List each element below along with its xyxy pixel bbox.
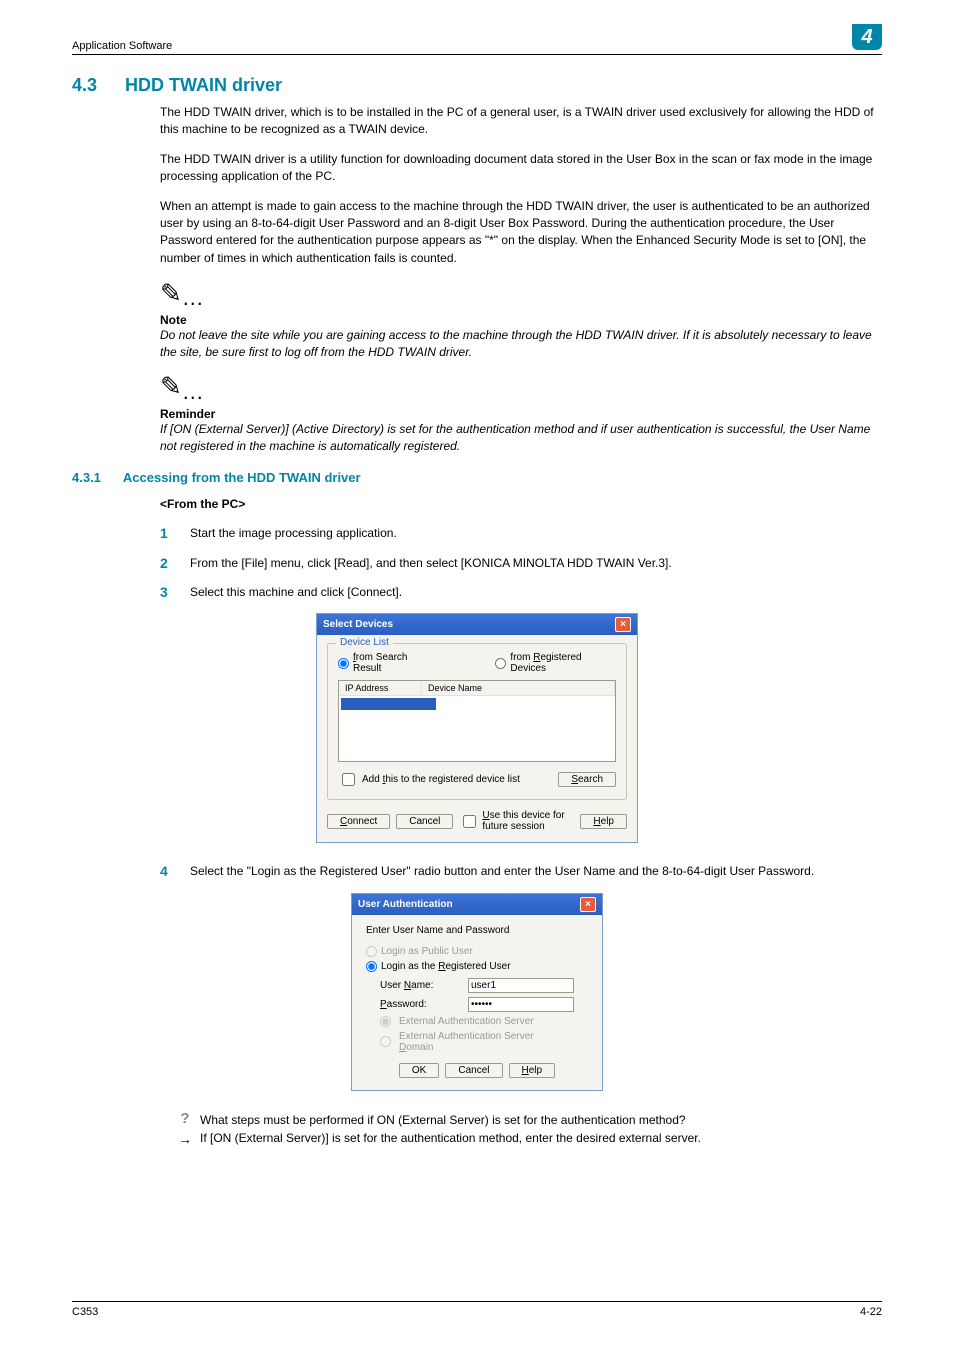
arrow-icon: →: [178, 1129, 192, 1150]
dots-icon: …: [182, 285, 206, 310]
dialog-instruction: Enter User Name and Password: [366, 925, 588, 936]
paragraph-1: The HDD TWAIN driver, which is to be ins…: [160, 104, 882, 139]
note-text: Do not leave the site while you are gain…: [160, 327, 882, 361]
select-devices-dialog: Select Devices × Device List from Search…: [316, 613, 638, 843]
group-label: Device List: [336, 637, 393, 648]
section-heading: 4.3 HDD TWAIN driver: [72, 75, 882, 96]
close-icon[interactable]: ×: [615, 617, 631, 632]
paragraph-2: The HDD TWAIN driver is a utility functi…: [160, 151, 882, 186]
subsection-heading: 4.3.1 Accessing from the HDD TWAIN drive…: [72, 470, 882, 485]
qa-block: ? What steps must be performed if ON (Ex…: [178, 1111, 882, 1150]
ext-server-row: External Authentication Server: [380, 1016, 588, 1027]
question-mark-icon: ?: [178, 1111, 192, 1128]
dots-icon: …: [182, 379, 206, 404]
step-3: 3 Select this machine and click [Connect…: [160, 584, 882, 601]
ok-button[interactable]: OK: [399, 1063, 439, 1078]
step-number: 3: [160, 584, 172, 600]
close-icon[interactable]: ×: [580, 897, 596, 912]
step-text: Select this machine and click [Connect].: [190, 584, 882, 601]
checkbox-input[interactable]: [342, 773, 355, 786]
search-button[interactable]: Search: [558, 772, 616, 787]
radio-input[interactable]: [338, 658, 349, 669]
username-input[interactable]: [468, 978, 574, 993]
device-list[interactable]: IP Address Device Name: [338, 680, 616, 762]
radio-input[interactable]: [366, 961, 377, 972]
ext-domain-label: External Authentication Server Domain: [399, 1031, 539, 1053]
ext-server-label: External Authentication Server: [399, 1016, 539, 1027]
step-text: Select the "Login as the Registered User…: [190, 863, 882, 880]
ext-domain-row: External Authentication Server Domain: [380, 1031, 588, 1053]
column-ip: IP Address: [339, 681, 422, 695]
reminder-block: ✎… Reminder If [ON (External Server)] (A…: [160, 379, 882, 455]
radio-input: [366, 946, 377, 957]
connect-button[interactable]: Connect: [327, 814, 390, 829]
help-button[interactable]: Help: [580, 814, 627, 829]
device-row-selected[interactable]: [341, 698, 436, 710]
step-2: 2 From the [File] menu, click [Read], an…: [160, 555, 882, 572]
password-input[interactable]: [468, 997, 574, 1012]
radio-registered-user[interactable]: Login as the Registered User: [366, 961, 588, 972]
password-label: Password:: [380, 999, 460, 1010]
answer-text: If [ON (External Server)] is set for the…: [200, 1129, 701, 1147]
radio-from-search[interactable]: from Search Result: [338, 652, 435, 674]
footer-right: 4-22: [860, 1306, 882, 1318]
step-number: 1: [160, 525, 172, 541]
section-number: 4.3: [72, 75, 97, 96]
step-number: 2: [160, 555, 172, 571]
help-button[interactable]: Help: [509, 1063, 556, 1078]
radio-input: [380, 1036, 391, 1047]
dialog-titlebar[interactable]: Select Devices ×: [317, 614, 637, 635]
step-4: 4 Select the "Login as the Registered Us…: [160, 863, 882, 880]
radio-input: [380, 1016, 391, 1027]
pencil-icon: ✎: [160, 286, 182, 302]
subsection-title: Accessing from the HDD TWAIN driver: [123, 470, 361, 485]
password-row: Password:: [380, 997, 588, 1012]
step-number: 4: [160, 863, 172, 879]
section-title: HDD TWAIN driver: [125, 75, 282, 96]
subsection-number: 4.3.1: [72, 470, 101, 485]
chapter-badge: 4: [852, 24, 882, 50]
header-section-name: Application Software: [72, 40, 172, 52]
note-label: Note: [160, 313, 882, 327]
column-name: Device Name: [422, 681, 615, 695]
reminder-text: If [ON (External Server)] (Active Direct…: [160, 421, 882, 455]
cancel-button[interactable]: Cancel: [445, 1063, 502, 1078]
user-authentication-dialog: User Authentication × Enter User Name an…: [351, 893, 603, 1091]
reminder-label: Reminder: [160, 407, 882, 421]
step-1: 1 Start the image processing application…: [160, 525, 882, 542]
page-footer: C353 4-22: [72, 1301, 882, 1318]
cancel-button[interactable]: Cancel: [396, 814, 453, 829]
radio-public-user: Login as Public User: [366, 946, 588, 957]
username-row: User Name:: [380, 978, 588, 993]
checkbox-input[interactable]: [463, 815, 476, 828]
subheading-from-pc: <From the PC>: [160, 497, 882, 511]
question-text: What steps must be performed if ON (Exte…: [200, 1111, 686, 1129]
note-block: ✎… Note Do not leave the site while you …: [160, 285, 882, 361]
page-header: Application Software 4: [72, 40, 882, 55]
step-text: From the [File] menu, click [Read], and …: [190, 555, 882, 572]
device-list-group: Device List from Search Result from Regi…: [327, 643, 627, 800]
chk-add-registered[interactable]: Add this to the registered device list: [338, 770, 520, 789]
dialog-titlebar[interactable]: User Authentication ×: [352, 894, 602, 915]
chk-future-session[interactable]: Use this device for future session: [459, 810, 580, 832]
radio-input[interactable]: [495, 658, 506, 669]
step-text: Start the image processing application.: [190, 525, 882, 542]
paragraph-3: When an attempt is made to gain access t…: [160, 198, 882, 268]
dialog-title-text: Select Devices: [323, 619, 393, 630]
pencil-icon: ✎: [160, 379, 182, 395]
footer-left: C353: [72, 1306, 98, 1318]
username-label: User Name:: [380, 980, 460, 991]
radio-from-registered[interactable]: from Registered Devices: [495, 652, 616, 674]
dialog-title-text: User Authentication: [358, 899, 453, 910]
